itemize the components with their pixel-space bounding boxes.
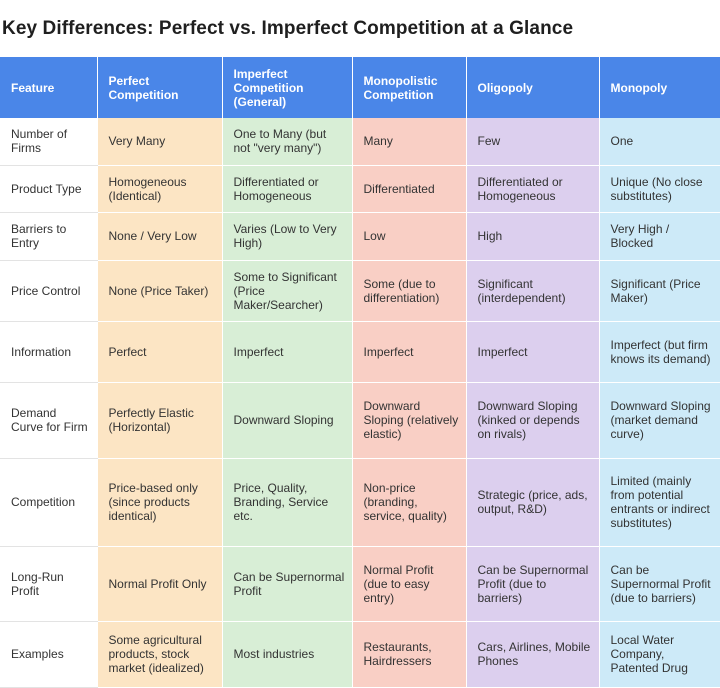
- perfect-cell: Perfectly Elastic (Horizontal): [97, 382, 223, 459]
- oligopoly-cell: Strategic (price, ads, output, R&D): [466, 458, 600, 547]
- imperfect-cell: Some to Significant (Price Maker/Searche…: [222, 260, 353, 322]
- monopoly-cell: Downward Sloping (market demand curve): [599, 382, 720, 459]
- table-row: Number of Firms Very Many One to Many (b…: [0, 118, 720, 166]
- imperfect-cell: One to Many (but not "very many"): [222, 118, 353, 166]
- monopolistic-cell: Normal Profit (due to easy entry): [352, 546, 467, 622]
- monopoly-cell: Local Water Company, Patented Drug: [599, 621, 720, 688]
- header-feature: Feature: [0, 57, 98, 118]
- monopolistic-cell: Imperfect: [352, 321, 467, 383]
- imperfect-cell: Varies (Low to Very High): [222, 212, 353, 261]
- table-row: Long-Run Profit Normal Profit Only Can b…: [0, 546, 720, 622]
- monopolistic-cell: Many: [352, 118, 467, 166]
- oligopoly-cell: Can be Supernormal Profit (due to barrie…: [466, 546, 600, 622]
- feature-cell: Demand Curve for Firm: [0, 382, 98, 459]
- oligopoly-cell: Significant (interdependent): [466, 260, 600, 322]
- imperfect-cell: Price, Quality, Branding, Service etc.: [222, 458, 353, 547]
- oligopoly-cell: Cars, Airlines, Mobile Phones: [466, 621, 600, 688]
- imperfect-cell: Differentiated or Homogeneous: [222, 165, 353, 213]
- table-row: Product Type Homogeneous (Identical) Dif…: [0, 165, 720, 213]
- monopolistic-cell: Some (due to differentiation): [352, 260, 467, 322]
- page-title: Key Differences: Perfect vs. Imperfect C…: [2, 18, 574, 39]
- header-monopoly: Monopoly: [599, 57, 720, 118]
- table-row: Demand Curve for Firm Perfectly Elastic …: [0, 382, 720, 459]
- feature-cell: Number of Firms: [0, 118, 98, 166]
- imperfect-cell: Most industries: [222, 621, 353, 688]
- perfect-cell: Some agricultural products, stock market…: [97, 621, 223, 688]
- perfect-cell: Normal Profit Only: [97, 546, 223, 622]
- feature-cell: Product Type: [0, 165, 98, 213]
- feature-cell: Price Control: [0, 260, 98, 322]
- monopoly-cell: Unique (No close substitutes): [599, 165, 720, 213]
- table-row: Examples Some agricultural products, sto…: [0, 621, 720, 688]
- perfect-cell: Price-based only (since products identic…: [97, 458, 223, 547]
- feature-cell: Long-Run Profit: [0, 546, 98, 622]
- feature-cell: Competition: [0, 458, 98, 547]
- monopolistic-cell: Downward Sloping (relatively elastic): [352, 382, 467, 459]
- perfect-cell: None / Very Low: [97, 212, 223, 261]
- monopoly-cell: Imperfect (but firm knows its demand): [599, 321, 720, 383]
- table-row: Barriers to Entry None / Very Low Varies…: [0, 212, 720, 261]
- imperfect-cell: Imperfect: [222, 321, 353, 383]
- monopoly-cell: Can be Supernormal Profit (due to barrie…: [599, 546, 720, 622]
- header-monopolistic-competition: Monopolistic Competition: [352, 57, 467, 118]
- perfect-cell: Very Many: [97, 118, 223, 166]
- table-row: Price Control None (Price Taker) Some to…: [0, 260, 720, 322]
- header-oligopoly: Oligopoly: [466, 57, 600, 118]
- oligopoly-cell: Downward Sloping (kinked or depends on r…: [466, 382, 600, 459]
- header-imperfect-competition: Imperfect Competition (General): [222, 57, 353, 118]
- monopoly-cell: Limited (mainly from potential entrants …: [599, 458, 720, 547]
- oligopoly-cell: Imperfect: [466, 321, 600, 383]
- perfect-cell: Homogeneous (Identical): [97, 165, 223, 213]
- header-row: Feature Perfect Competition Imperfect Co…: [0, 57, 720, 118]
- imperfect-cell: Can be Supernormal Profit: [222, 546, 353, 622]
- monopoly-cell: Very High / Blocked: [599, 212, 720, 261]
- oligopoly-cell: Few: [466, 118, 600, 166]
- feature-cell: Examples: [0, 621, 98, 688]
- perfect-cell: Perfect: [97, 321, 223, 383]
- table-row: Competition Price-based only (since prod…: [0, 458, 720, 547]
- monopolistic-cell: Low: [352, 212, 467, 261]
- oligopoly-cell: Differentiated or Homogeneous: [466, 165, 600, 213]
- table-row: Information Perfect Imperfect Imperfect …: [0, 321, 720, 383]
- perfect-cell: None (Price Taker): [97, 260, 223, 322]
- feature-cell: Barriers to Entry: [0, 212, 98, 261]
- imperfect-cell: Downward Sloping: [222, 382, 353, 459]
- monopoly-cell: Significant (Price Maker): [599, 260, 720, 322]
- monopolistic-cell: Differentiated: [352, 165, 467, 213]
- feature-cell: Information: [0, 321, 98, 383]
- monopolistic-cell: Restaurants, Hairdressers: [352, 621, 467, 688]
- monopolistic-cell: Non-price (branding, service, quality): [352, 458, 467, 547]
- monopoly-cell: One: [599, 118, 720, 166]
- oligopoly-cell: High: [466, 212, 600, 261]
- header-perfect-competition: Perfect Competition: [97, 57, 223, 118]
- comparison-table: Feature Perfect Competition Imperfect Co…: [0, 57, 720, 688]
